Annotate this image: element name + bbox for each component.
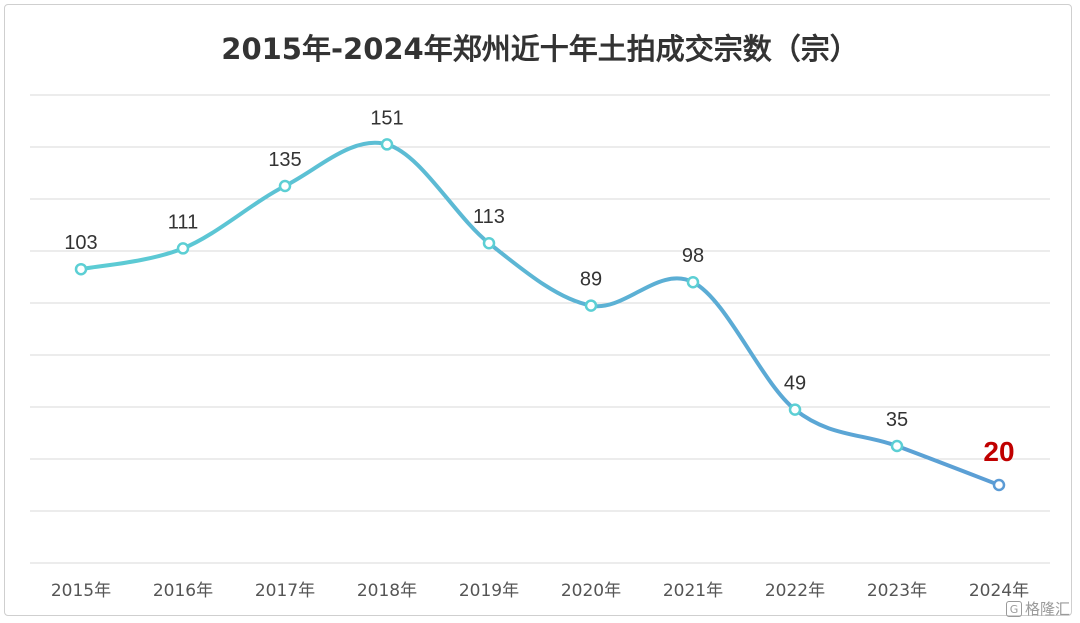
data-point bbox=[584, 299, 598, 312]
data-point bbox=[278, 179, 292, 193]
data-point bbox=[686, 275, 700, 289]
data-label: 49 bbox=[784, 373, 806, 395]
data-label: 151 bbox=[370, 107, 403, 129]
x-tick-label: 2016年 bbox=[153, 581, 213, 601]
data-label: 103 bbox=[64, 232, 97, 254]
x-tick-label: 2023年 bbox=[867, 581, 927, 601]
x-tick-label: 2015年 bbox=[51, 581, 111, 601]
data-label: 111 bbox=[168, 211, 198, 233]
data-label: 20 bbox=[983, 436, 1014, 467]
data-point bbox=[74, 262, 88, 276]
x-tick-label: 2017年 bbox=[255, 581, 315, 601]
x-tick-label: 2018年 bbox=[357, 581, 417, 601]
series-line bbox=[79, 140, 1001, 487]
data-label: 113 bbox=[473, 206, 505, 228]
data-point bbox=[176, 242, 190, 255]
chart-frame bbox=[4, 4, 1072, 616]
chart-title: 2015年-2024年郑州近十年土拍成交宗数（宗） bbox=[221, 32, 859, 66]
data-point bbox=[380, 138, 394, 151]
x-tick-label: 2019年 bbox=[459, 581, 519, 601]
data-label: 89 bbox=[580, 269, 602, 291]
x-tick-label: 2021年 bbox=[663, 581, 723, 601]
data-point bbox=[788, 403, 802, 416]
data-label: 35 bbox=[886, 409, 908, 431]
watermark-text: 格隆汇 bbox=[1024, 600, 1070, 618]
x-tick-label: 2022年 bbox=[765, 581, 825, 601]
x-tick-label: 2020年 bbox=[561, 581, 621, 601]
data-point bbox=[482, 236, 496, 250]
watermark-logo-icon: G bbox=[1005, 600, 1022, 617]
watermark: G 格隆汇 bbox=[1005, 598, 1070, 619]
data-point bbox=[890, 439, 904, 453]
data-label: 98 bbox=[682, 245, 704, 267]
data-point bbox=[992, 478, 1006, 492]
data-label: 135 bbox=[268, 149, 301, 171]
x-tick-label: 2024年 bbox=[969, 581, 1029, 601]
